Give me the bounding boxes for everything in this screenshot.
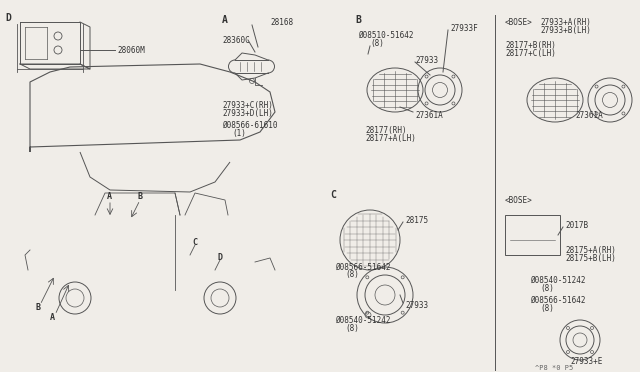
Text: 27933+A(RH): 27933+A(RH) <box>540 17 591 26</box>
Text: (8): (8) <box>370 38 384 48</box>
Text: A: A <box>222 15 228 25</box>
Text: <BOSE>: <BOSE> <box>505 196 532 205</box>
Text: ^P8 *0 P5: ^P8 *0 P5 <box>535 365 573 371</box>
Text: (1): (1) <box>232 128 246 138</box>
Text: 28177+C(LH): 28177+C(LH) <box>505 48 556 58</box>
Text: 28177+B(RH): 28177+B(RH) <box>505 41 556 49</box>
Text: 28360C: 28360C <box>222 35 250 45</box>
Text: B: B <box>138 192 143 201</box>
Text: 28177+A(LH): 28177+A(LH) <box>365 134 416 142</box>
Text: D: D <box>5 13 11 23</box>
Text: A: A <box>50 314 55 323</box>
Text: Ø08566-51642: Ø08566-51642 <box>335 263 390 272</box>
Text: Ø08566-61610: Ø08566-61610 <box>222 121 278 129</box>
Text: 2017B: 2017B <box>565 221 588 230</box>
Text: Ø08510-51642: Ø08510-51642 <box>358 31 413 39</box>
Text: 28060M: 28060M <box>117 45 145 55</box>
Text: (8): (8) <box>540 283 554 292</box>
Text: (8): (8) <box>540 304 554 312</box>
Text: (8): (8) <box>345 324 359 333</box>
Text: 27361A: 27361A <box>415 110 443 119</box>
Text: C: C <box>192 237 197 247</box>
Text: B: B <box>35 304 40 312</box>
Text: <BOSE>: <BOSE> <box>505 17 532 26</box>
Text: 27933+E: 27933+E <box>570 357 602 366</box>
Text: 27933+C(RH): 27933+C(RH) <box>222 100 273 109</box>
Text: (8): (8) <box>345 270 359 279</box>
Text: 27933F: 27933F <box>450 23 477 32</box>
Text: 28177(RH): 28177(RH) <box>365 125 406 135</box>
Text: D: D <box>218 253 223 262</box>
Text: Ø08540-51242: Ø08540-51242 <box>530 276 586 285</box>
Text: B: B <box>355 15 361 25</box>
Text: Ø08540-51242: Ø08540-51242 <box>335 315 390 324</box>
Text: 28168: 28168 <box>270 17 293 26</box>
Text: Ø08566-51642: Ø08566-51642 <box>530 295 586 305</box>
Text: 28175: 28175 <box>405 215 428 224</box>
Text: 27361A: 27361A <box>575 110 603 119</box>
Text: A: A <box>107 192 112 201</box>
Text: 27933+B(LH): 27933+B(LH) <box>540 26 591 35</box>
Text: C: C <box>330 190 336 200</box>
Text: 28175+B(LH): 28175+B(LH) <box>565 253 616 263</box>
Bar <box>505 215 560 255</box>
Text: 28175+A(RH): 28175+A(RH) <box>565 246 616 254</box>
Text: 27933+D(LH): 27933+D(LH) <box>222 109 273 118</box>
Text: 27933: 27933 <box>405 301 428 310</box>
Text: 27933: 27933 <box>415 55 438 64</box>
